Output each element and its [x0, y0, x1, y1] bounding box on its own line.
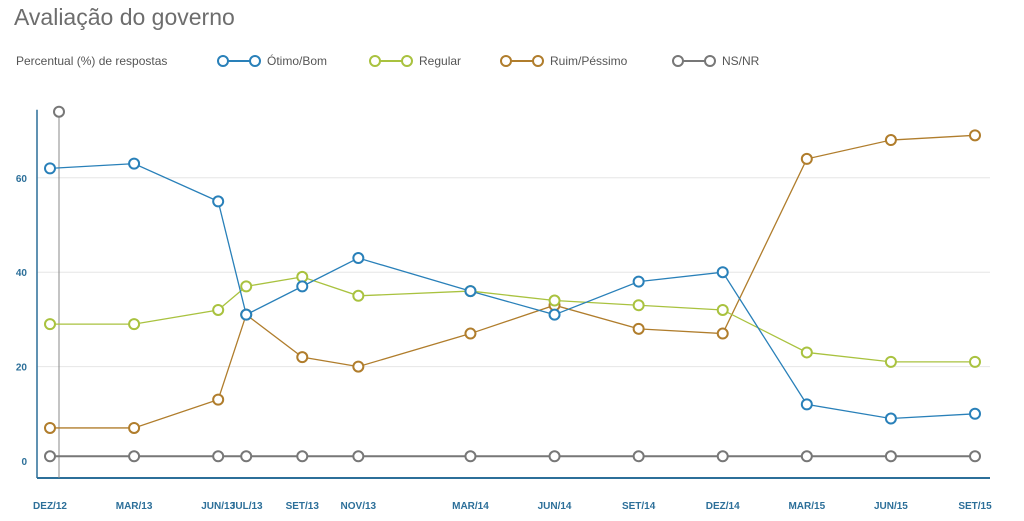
data-point-ruim-pessimo-dez-14: [716, 327, 729, 340]
x-tick-label-jun-15: JUN/15: [874, 501, 908, 512]
data-point-ns-nr-set-15: [969, 450, 981, 463]
series-line-otimo-bom: [49, 162, 976, 420]
legend-label-otimo-bom: Ótimo/Bom: [267, 54, 328, 68]
x-tick-label-dez-14: DEZ/14: [706, 501, 740, 512]
y-tick-label-60: 60: [16, 174, 28, 185]
y-tick-label-20: 20: [16, 363, 28, 374]
legend-swatch-regular: [369, 55, 413, 67]
legend-swatch-ruim-pessimo: [500, 55, 544, 67]
chart-title: Avaliação do governo: [14, 4, 235, 30]
legend: Percentual (%) de respostas Ótimo/Bom Re…: [16, 52, 1016, 72]
data-point-otimo-bom-set-15: [969, 407, 981, 420]
data-point-regular-jun-14: [548, 294, 561, 307]
data-point-ruim-pessimo-dez-12: [44, 421, 56, 434]
x-tick-label-mar-15: MAR/15: [788, 501, 825, 512]
data-point-regular-jul-13: [240, 280, 253, 293]
data-point-otimo-bom-set-14: [632, 275, 645, 288]
x-tick-label-set-15: SET/15: [958, 501, 992, 512]
x-tick-label-dez-12: DEZ/12: [33, 501, 67, 512]
data-point-ns-nr-mar-15: [800, 450, 813, 463]
data-point-ns-nr-nov-13: [352, 450, 365, 463]
data-point-ruim-pessimo-mar-14: [464, 327, 477, 340]
data-point-ns-nr-jun-13: [212, 450, 225, 463]
data-point-ns-nr-set-14: [632, 450, 645, 463]
data-point-regular-mar-15: [800, 346, 813, 359]
data-point-regular-set-15: [969, 355, 981, 368]
data-point-ruim-pessimo-set-13: [296, 351, 309, 364]
x-tick-label-set-13: SET/13: [286, 501, 320, 512]
x-tick-label-mar-13: MAR/13: [116, 501, 153, 512]
data-point-ns-nr-jun-15: [884, 450, 897, 463]
data-point-ruim-pessimo-set-15: [969, 129, 981, 142]
x-tick-label-jun-13: JUN/13: [201, 501, 235, 512]
data-point-ns-nr-set-13: [296, 450, 309, 463]
data-point-ns-nr-dez-12: [44, 450, 56, 463]
data-point-ns-nr-jun-14: [548, 450, 561, 463]
x-tick-label-jul-13: JUL/13: [230, 501, 263, 512]
data-point-regular-nov-13: [352, 289, 365, 302]
data-point-ns-nr-mar-13: [128, 450, 141, 463]
data-point-otimo-bom-set-13: [296, 280, 309, 293]
data-point-otimo-bom-jun-13: [212, 195, 225, 208]
data-point-ns-nr-jul-13: [240, 450, 253, 463]
data-point-ruim-pessimo-mar-13: [128, 421, 141, 434]
y-tick-label-0: 0: [21, 457, 27, 468]
data-point-ruim-pessimo-nov-13: [352, 360, 365, 373]
x-tick-label-nov-13: NOV/13: [341, 501, 377, 512]
data-point-regular-jun-15: [884, 355, 897, 368]
data-point-regular-mar-13: [128, 318, 141, 331]
data-point-ruim-pessimo-set-14: [632, 322, 645, 335]
data-point-ns-nr-dez-14: [716, 450, 729, 463]
highlight-point: [53, 105, 65, 118]
series-line-ruim-pessimo: [50, 134, 976, 429]
y-tick-label-40: 40: [16, 268, 28, 279]
data-point-otimo-bom-mar-15: [800, 398, 813, 411]
x-tick-label-jun-14: JUN/14: [538, 501, 572, 512]
data-point-ns-nr-mar-14: [464, 450, 477, 463]
data-point-ruim-pessimo-jun-13: [212, 393, 225, 406]
data-point-otimo-bom-jul-13: [240, 308, 253, 321]
data-point-otimo-bom-jun-14: [548, 308, 561, 321]
data-point-regular-set-14: [632, 299, 645, 312]
data-point-otimo-bom-mar-14: [464, 285, 477, 298]
data-point-otimo-bom-nov-13: [352, 252, 365, 265]
data-point-otimo-bom-mar-13: [128, 157, 141, 170]
legend-swatch-ns-nr: [672, 55, 716, 67]
data-point-ruim-pessimo-mar-15: [800, 152, 813, 165]
data-point-otimo-bom-dez-12: [44, 162, 56, 175]
x-tick-label-mar-14: MAR/14: [452, 501, 489, 512]
data-point-otimo-bom-dez-14: [716, 266, 729, 279]
data-point-ruim-pessimo-jun-15: [884, 134, 897, 147]
x-tick-label-set-14: SET/14: [622, 501, 656, 512]
legend-label-regular: Regular: [419, 54, 462, 68]
legend-swatch-otimo-bom: [217, 55, 261, 67]
data-point-regular-dez-12: [44, 318, 56, 331]
data-point-regular-dez-14: [716, 303, 729, 316]
legend-caption: Percentual (%) de respostas: [16, 54, 168, 68]
legend-label-ns-nr: NS/NR: [722, 54, 760, 68]
data-point-otimo-bom-jun-15: [884, 412, 897, 425]
legend-label-ruim-pessimo: Ruim/Péssimo: [550, 54, 628, 68]
data-point-regular-jun-13: [212, 303, 225, 316]
